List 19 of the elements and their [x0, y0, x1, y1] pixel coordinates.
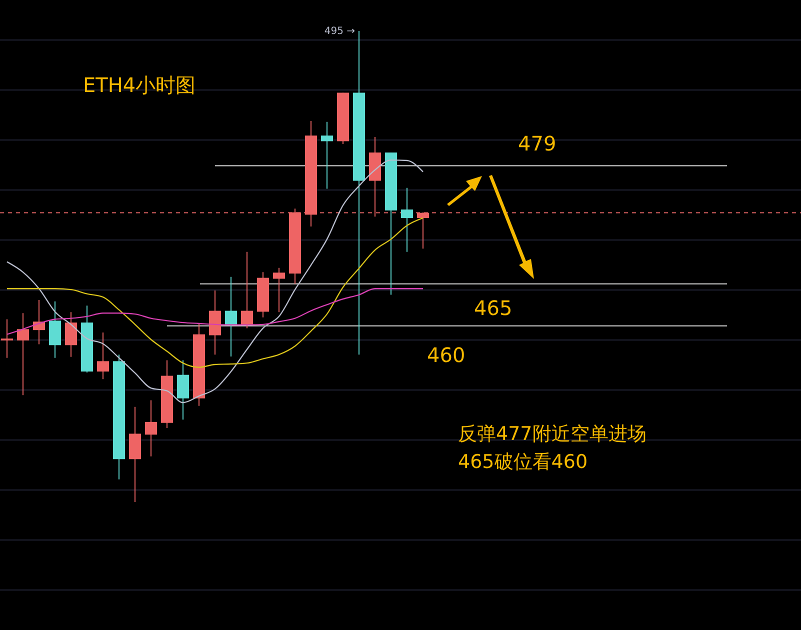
candlestick	[225, 276, 237, 357]
candlestick	[145, 400, 157, 457]
annotation: 465	[474, 296, 512, 320]
candlestick	[97, 332, 109, 380]
annotation: 465破位看460	[458, 451, 588, 473]
candlestick	[17, 312, 29, 396]
annotation: 反弹477附近空单进场	[458, 423, 646, 445]
candlestick	[273, 267, 285, 313]
candlestick	[401, 187, 413, 252]
candlestick	[417, 212, 429, 250]
annotation: 495 →	[324, 26, 355, 37]
annotation: 479	[518, 132, 556, 156]
candlestick	[321, 121, 333, 190]
candlestick	[1, 318, 13, 358]
annotation: 460	[427, 342, 466, 367]
text: ETH4小时图	[83, 73, 196, 97]
candlestick	[65, 312, 77, 358]
candlestick	[177, 360, 189, 420]
candlestick	[241, 251, 253, 329]
